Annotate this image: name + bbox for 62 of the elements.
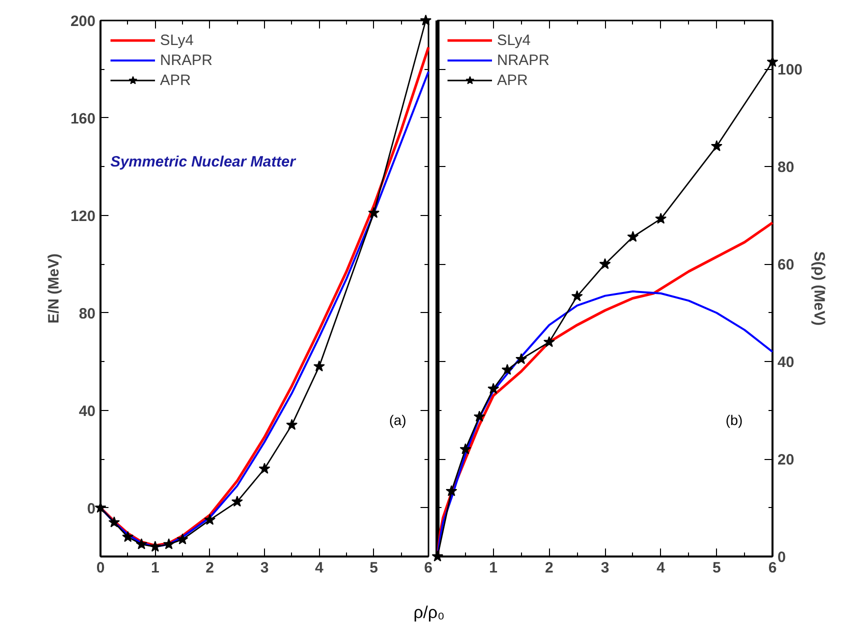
annotation: Symmetric Nuclear Matter: [110, 154, 297, 171]
annotation: (a): [389, 412, 406, 428]
point: [368, 206, 380, 218]
y-tick-label: 60: [778, 256, 794, 274]
legend-label: APR: [160, 72, 191, 88]
x-tick-label: 5: [370, 560, 378, 576]
x-tick-label: 3: [600, 560, 610, 576]
point: [136, 538, 148, 550]
annotation: (b): [726, 412, 743, 428]
x-tick-label: 6: [424, 560, 432, 576]
x-tick-label: 4: [656, 560, 666, 576]
y-axis-title: S(ρ) (MeV): [810, 251, 828, 326]
point: [516, 353, 527, 364]
point: [420, 14, 432, 26]
point: [176, 533, 188, 544]
point: [710, 140, 722, 152]
x-tick-label: 1: [489, 560, 498, 576]
y-axis-title: E/N (MeV): [45, 253, 62, 324]
point: [122, 531, 134, 542]
point: [460, 443, 472, 454]
point: [627, 230, 639, 242]
point: [108, 516, 120, 528]
y-tick-label: 0: [87, 500, 96, 518]
y-tick-label: 20: [778, 452, 794, 469]
y-tick-label: 0: [778, 549, 786, 566]
point: [313, 360, 325, 372]
x-tick-label: 3: [260, 560, 269, 576]
legend-label: APR: [497, 72, 528, 88]
y-tick-label: 200: [70, 13, 96, 30]
legend-label: SLy4: [497, 32, 531, 48]
point: [432, 550, 444, 562]
x-tick-label: 4: [314, 560, 324, 576]
point: [599, 258, 611, 270]
legend-label: NRAPR: [497, 52, 550, 68]
point: [204, 514, 216, 525]
x-tick-label: 5: [712, 560, 721, 576]
point: [502, 364, 514, 375]
point: [571, 290, 583, 302]
point: [543, 336, 555, 348]
y-tick-label: 120: [70, 208, 96, 225]
x-tick-label: 1: [150, 560, 160, 576]
legend-label: NRAPR: [160, 52, 213, 68]
point: [286, 418, 298, 430]
x-axis-title: ρ/ρ₀: [413, 602, 445, 624]
point: [474, 410, 486, 422]
point: [655, 212, 667, 224]
y-tick-label: 40: [778, 354, 794, 372]
y-tick-label: 160: [70, 110, 96, 128]
y-tick-label: 80: [778, 159, 794, 176]
x-tick-label: 2: [206, 560, 214, 576]
point: [446, 485, 458, 496]
point: [149, 540, 161, 552]
y-tick-label: 80: [78, 305, 96, 322]
point: [163, 538, 175, 550]
point: [258, 462, 270, 474]
x-tick-label: 6: [768, 560, 777, 576]
x-tick-label: 2: [544, 560, 554, 576]
legend-label: SLy4: [160, 32, 194, 48]
point: [231, 496, 243, 507]
y-tick-label: 100: [778, 62, 803, 79]
y-tick-label: 40: [78, 402, 96, 420]
point: [488, 382, 500, 394]
